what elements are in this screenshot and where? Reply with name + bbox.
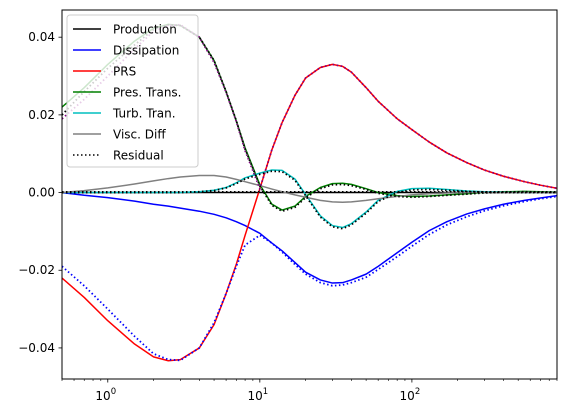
x-tick-label: 100 xyxy=(95,387,116,403)
legend-label-turb-tran: Turb. Tran. xyxy=(112,107,176,121)
legend-label-visc-diff: Visc. Diff xyxy=(113,128,166,142)
series-line-dissipation xyxy=(62,191,557,284)
legend-label-prs: PRS xyxy=(113,65,136,79)
residual-overlay-prs xyxy=(62,23,557,192)
x-tick-label: 101 xyxy=(247,387,268,403)
y-axis: 0.04 0.02 0.00 −0.02 −0.04 xyxy=(18,30,62,355)
plot-frame xyxy=(61,9,558,380)
y-tick-label: 0.02 xyxy=(28,108,55,122)
legend: Production Dissipation PRS Pres. Trans. Turb… xyxy=(66,14,199,168)
y-tick-label: −0.02 xyxy=(18,263,55,277)
legend-label-pres-trans: Pres. Trans. xyxy=(113,86,181,100)
y-tick-label: −0.04 xyxy=(18,341,55,355)
y-tick-label: 0.00 xyxy=(28,186,55,200)
series-line-visc-diff xyxy=(62,174,557,204)
y-tick-label: 0.04 xyxy=(28,30,55,44)
x-axis: 100 101 102 xyxy=(61,379,558,403)
legend-label-dissipation: Dissipation xyxy=(113,44,179,58)
legend-box xyxy=(66,14,199,168)
legend-label-residual: Residual xyxy=(113,149,164,163)
x-tick-label: 102 xyxy=(400,387,421,403)
legend-label-production: Production xyxy=(113,23,177,37)
